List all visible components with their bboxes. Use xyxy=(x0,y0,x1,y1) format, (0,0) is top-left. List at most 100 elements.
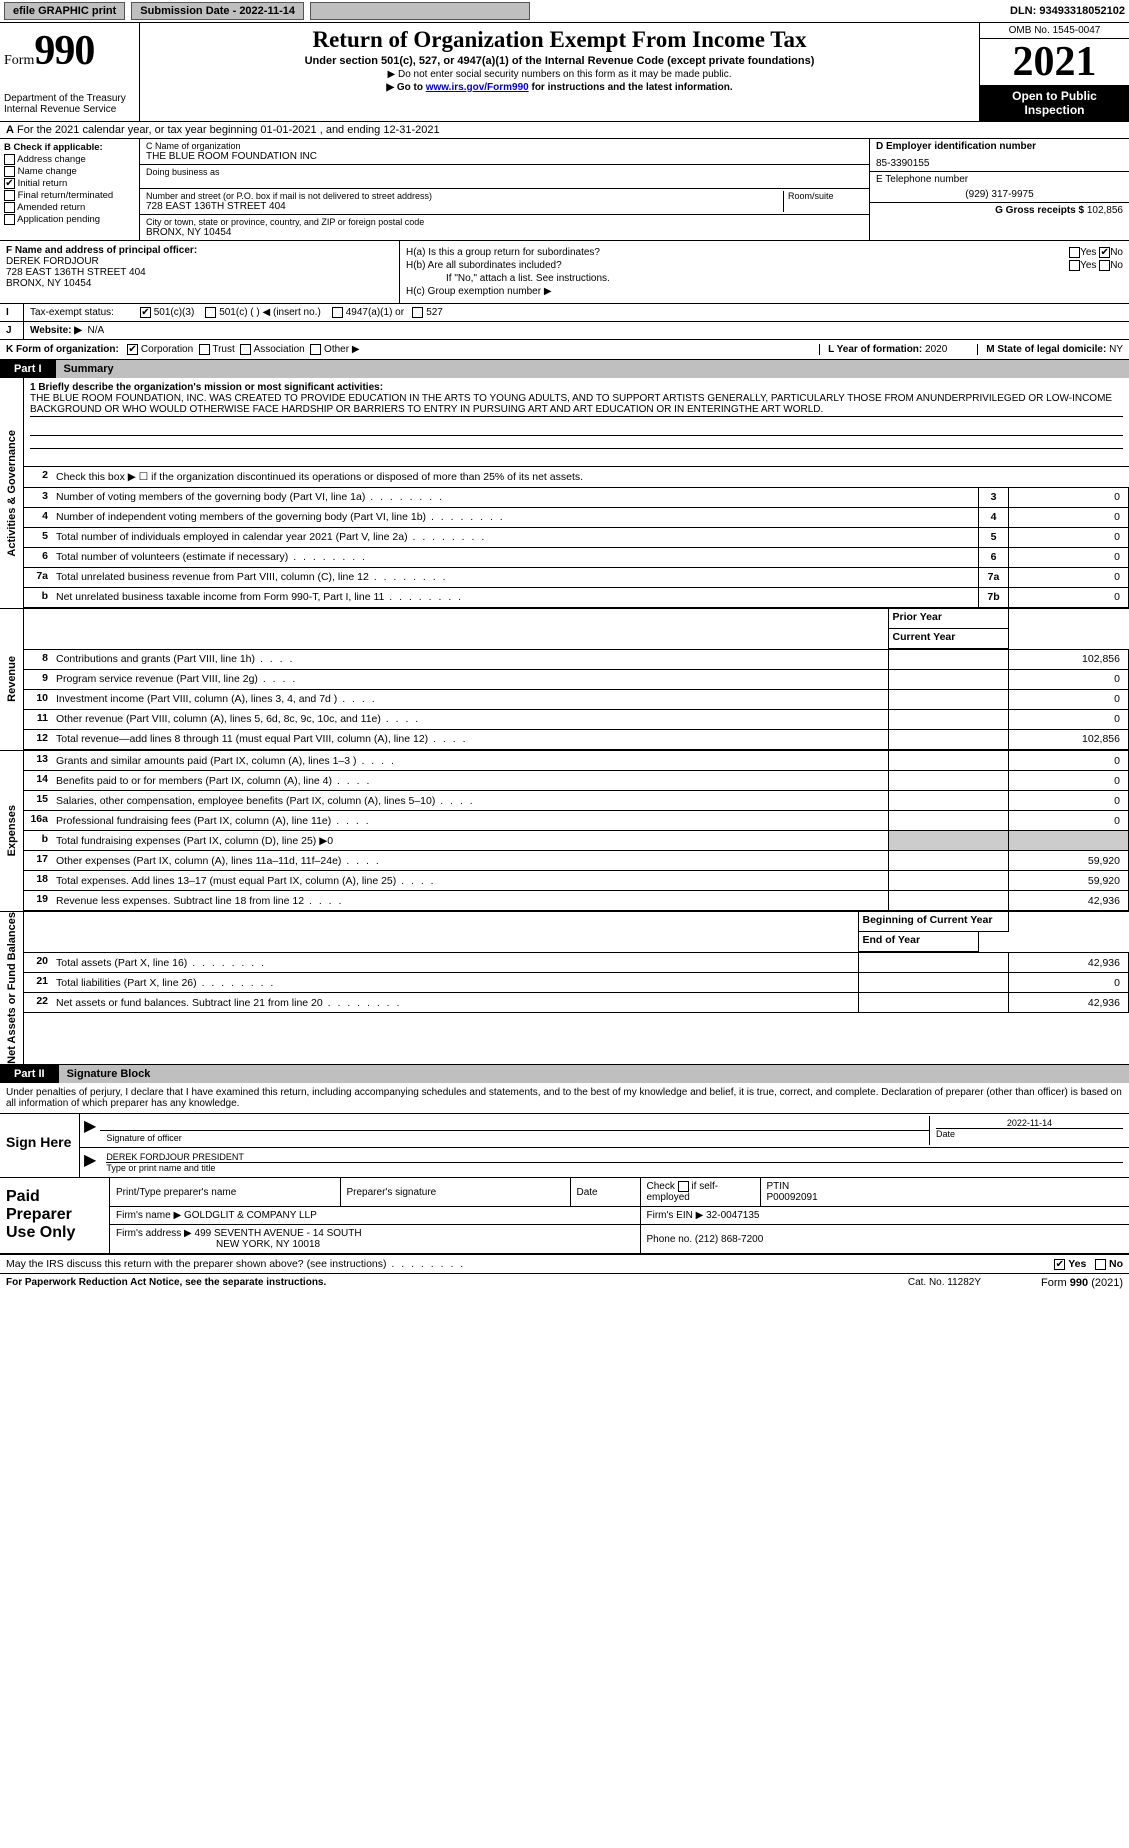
col-b-item: Initial return xyxy=(4,178,135,189)
revenue-table: Prior YearCurrent Year8Contributions and… xyxy=(24,609,1129,750)
officer-signature-row: ▶ Signature of officer 2022-11-14 Date xyxy=(80,1114,1129,1148)
line-a-tax-year: A For the 2021 calendar year, or tax yea… xyxy=(0,122,1129,139)
arrow-icon: ▶ xyxy=(80,1116,100,1145)
dept-treasury: Department of the Treasury xyxy=(4,93,135,104)
org-name: THE BLUE ROOM FOUNDATION INC xyxy=(146,151,863,162)
principal-officer: F Name and address of principal officer:… xyxy=(0,241,400,303)
arrow-icon: ▶ xyxy=(80,1150,100,1175)
governance-tab: Activities & Governance xyxy=(0,378,24,608)
governance-table: 2Check this box ▶ ☐ if the organization … xyxy=(24,467,1129,608)
cat-number: Cat. No. 11282Y xyxy=(908,1277,981,1289)
col-b-checkbox[interactable] xyxy=(4,202,15,213)
form-note-ssn: ▶ Do not enter social security numbers o… xyxy=(148,69,971,80)
hb-yes-checkbox[interactable] xyxy=(1069,260,1080,271)
col-b-checkbox[interactable] xyxy=(4,214,15,225)
gross-receipts-row: G Gross receipts $ 102,856 xyxy=(870,203,1129,227)
expenses-tab: Expenses xyxy=(0,751,24,912)
block-bcd: B Check if applicable: Address change Na… xyxy=(0,139,1129,241)
ha-no-checkbox[interactable] xyxy=(1099,247,1110,258)
hb-line: H(b) Are all subordinates included? Yes … xyxy=(406,260,1123,271)
pra-notice: For Paperwork Reduction Act Notice, see … xyxy=(6,1277,326,1289)
col-b-checkbox[interactable] xyxy=(4,166,15,177)
mission-text: THE BLUE ROOM FOUNDATION, INC. WAS CREAT… xyxy=(30,393,1123,417)
discuss-row: May the IRS discuss this return with the… xyxy=(0,1255,1129,1274)
omb-number: OMB No. 1545-0047 xyxy=(980,23,1129,39)
form-header: Form990 Department of the Treasury Inter… xyxy=(0,22,1129,122)
discuss-no-checkbox[interactable] xyxy=(1095,1259,1106,1270)
header-mid: Return of Organization Exempt From Incom… xyxy=(140,23,979,121)
col-b-checkbox[interactable] xyxy=(4,178,15,189)
gross-receipts: 102,856 xyxy=(1087,205,1123,216)
revenue-section: Revenue Prior YearCurrent Year8Contribut… xyxy=(0,609,1129,751)
col-b-item: Address change xyxy=(4,154,135,165)
col-b-item: Application pending xyxy=(4,214,135,225)
sign-here-label: Sign Here xyxy=(0,1114,80,1177)
sign-here-block: Sign Here ▶ Signature of officer 2022-11… xyxy=(0,1114,1129,1178)
paid-preparer-label: Paid Preparer Use Only xyxy=(0,1178,110,1253)
self-employed-checkbox[interactable] xyxy=(678,1181,689,1192)
col-b-item: Final return/terminated xyxy=(4,190,135,201)
form-note-link: ▶ Go to www.irs.gov/Form990 for instruct… xyxy=(148,82,971,93)
ha-line: H(a) Is this a group return for subordin… xyxy=(406,247,1123,258)
dba-row: Doing business as xyxy=(140,165,869,189)
blank-badge xyxy=(310,2,530,20)
col-c: C Name of organization THE BLUE ROOM FOU… xyxy=(140,139,869,240)
irs-link[interactable]: www.irs.gov/Form990 xyxy=(426,82,529,93)
firm-address: 499 SEVENTH AVENUE - 14 SOUTH xyxy=(195,1228,362,1239)
net-assets-tab: Net Assets or Fund Balances xyxy=(0,912,24,1064)
ein-row: D Employer identification number 85-3390… xyxy=(870,139,1129,172)
revenue-tab: Revenue xyxy=(0,609,24,750)
phone-row: E Telephone number (929) 317-9975 xyxy=(870,172,1129,203)
net-assets-section: Net Assets or Fund Balances Beginning of… xyxy=(0,912,1129,1065)
sig-date: 2022-11-14 xyxy=(936,1118,1123,1128)
form-ref: Form 990 (2021) xyxy=(1041,1277,1123,1289)
expenses-section: Expenses 13Grants and similar amounts pa… xyxy=(0,751,1129,913)
form-number: Form990 xyxy=(4,27,135,75)
city-row: City or town, state or province, country… xyxy=(140,215,869,240)
col-b-checkbox[interactable] xyxy=(4,190,15,201)
org-name-row: C Name of organization THE BLUE ROOM FOU… xyxy=(140,139,869,165)
part-1-header: Part I Summary xyxy=(0,360,1129,378)
net-assets-table: Beginning of Current YearEnd of Year20To… xyxy=(24,912,1129,1013)
page-footer: For Paperwork Reduction Act Notice, see … xyxy=(0,1274,1129,1292)
discuss-yes-checkbox[interactable] xyxy=(1054,1259,1065,1270)
col-b-checkbox[interactable] xyxy=(4,154,15,165)
governance-section: Activities & Governance 1 Briefly descri… xyxy=(0,378,1129,609)
col-b-item: Name change xyxy=(4,166,135,177)
submission-date-badge: Submission Date - 2022-11-14 xyxy=(131,2,304,20)
efile-topbar: efile GRAPHIC print Submission Date - 20… xyxy=(0,0,1129,22)
form-subtitle: Under section 501(c), 527, or 4947(a)(1)… xyxy=(148,55,971,67)
phone-value: (929) 317-9975 xyxy=(876,189,1123,200)
mission-block: 1 Briefly describe the organization's mi… xyxy=(24,378,1129,467)
firm-ein: 32-0047135 xyxy=(706,1210,759,1221)
form-of-org-row: K Form of organization: Corporation Trus… xyxy=(0,340,1129,360)
year-formation: L Year of formation: 2020 xyxy=(819,344,947,355)
col-b-checkboxes: B Check if applicable: Address change Na… xyxy=(0,139,140,240)
hb-no-checkbox[interactable] xyxy=(1099,260,1110,271)
header-right: OMB No. 1545-0047 2021 Open to Public In… xyxy=(979,23,1129,121)
col-b-item: Amended return xyxy=(4,202,135,213)
firm-name: GOLDGLIT & COMPANY LLP xyxy=(184,1210,317,1221)
ha-yes-checkbox[interactable] xyxy=(1069,247,1080,258)
form-title: Return of Organization Exempt From Incom… xyxy=(148,27,971,53)
paid-preparer-block: Paid Preparer Use Only Print/Type prepar… xyxy=(0,1178,1129,1255)
efile-badge: efile GRAPHIC print xyxy=(4,2,125,20)
col-d: D Employer identification number 85-3390… xyxy=(869,139,1129,240)
officer-printed-name: DEREK FORDJOUR PRESIDENT xyxy=(106,1152,1123,1162)
signature-intro: Under penalties of perjury, I declare th… xyxy=(0,1083,1129,1114)
website-row: J Website: ▶ N/A xyxy=(0,322,1129,340)
hc-line: H(c) Group exemption number ▶ xyxy=(406,286,1123,297)
corp-checkbox[interactable] xyxy=(127,344,138,355)
part-2-header: Part II Signature Block xyxy=(0,1065,1129,1083)
501c3-checkbox[interactable] xyxy=(140,307,151,318)
ptin-value: P00092091 xyxy=(767,1192,818,1203)
header-left: Form990 Department of the Treasury Inter… xyxy=(0,23,140,121)
ein-value: 85-3390155 xyxy=(876,158,1123,169)
officer-name-row: ▶ DEREK FORDJOUR PRESIDENT Type or print… xyxy=(80,1148,1129,1177)
website-value: N/A xyxy=(88,325,105,336)
street-address: 728 EAST 136TH STREET 404 xyxy=(146,201,783,212)
irs-label: Internal Revenue Service xyxy=(4,104,135,115)
state-domicile: M State of legal domicile: NY xyxy=(977,344,1123,355)
dln-label: DLN: 93493318052102 xyxy=(1010,5,1125,17)
street-row: Number and street (or P.O. box if mail i… xyxy=(140,189,869,215)
